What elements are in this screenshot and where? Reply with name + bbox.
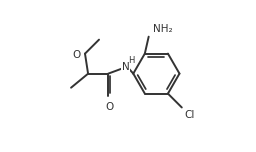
Text: Cl: Cl — [184, 110, 195, 120]
Text: N: N — [122, 62, 130, 72]
Text: H: H — [128, 56, 134, 65]
Text: O: O — [105, 102, 114, 112]
Text: O: O — [72, 50, 80, 60]
Text: NH₂: NH₂ — [153, 24, 173, 34]
